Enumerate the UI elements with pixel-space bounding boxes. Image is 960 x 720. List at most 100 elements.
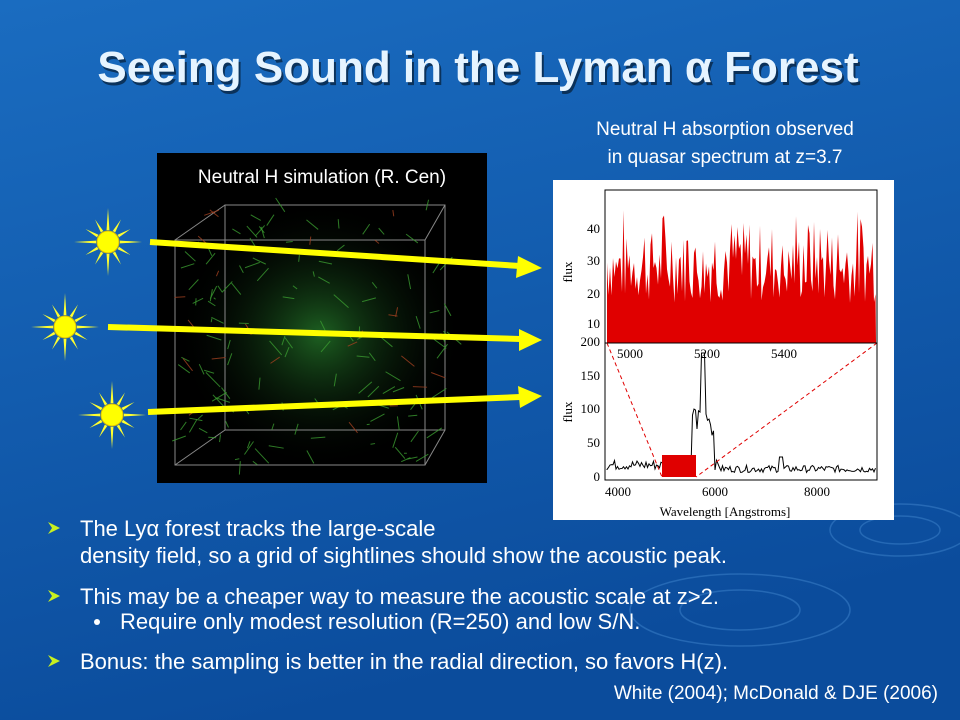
- sun-ray: [106, 208, 110, 231]
- filament: [211, 391, 227, 402]
- filament: [252, 460, 258, 466]
- filament: [256, 267, 269, 282]
- filament: [268, 445, 284, 449]
- simulation-cube: [174, 204, 446, 466]
- x-tick-label: 5200: [694, 346, 720, 361]
- filament: [244, 261, 260, 269]
- filament: [294, 423, 299, 435]
- filament: [392, 209, 395, 217]
- filament: [292, 285, 298, 290]
- filament: [217, 285, 223, 293]
- filament: [431, 337, 447, 349]
- filament: [213, 297, 216, 300]
- filament: [180, 263, 195, 269]
- arrow-heads: [516, 256, 542, 408]
- sub-bullet-text: Require only modest resolution (R=250) a…: [120, 609, 640, 634]
- filament: [205, 252, 216, 265]
- filament: [429, 310, 440, 314]
- sun-ray: [99, 424, 108, 438]
- sun-ray: [112, 219, 121, 233]
- filament: [306, 450, 315, 464]
- sun-ray: [85, 246, 99, 255]
- sightlines: [107, 239, 521, 415]
- x-tick-label: 5400: [771, 346, 797, 361]
- spectrum-caption: in quasar spectrum at z=3.7: [608, 147, 843, 168]
- sun-ray: [116, 392, 125, 406]
- filament: [333, 294, 349, 309]
- y-axis-label: flux: [560, 401, 575, 422]
- filament: [412, 386, 428, 388]
- filament: [348, 421, 358, 434]
- sun-ray: [78, 413, 101, 417]
- filament: [188, 418, 198, 433]
- filament: [209, 209, 219, 218]
- filament: [239, 265, 244, 274]
- filament: [356, 355, 370, 358]
- filament: [284, 337, 293, 349]
- filament: [361, 297, 376, 303]
- filament: [336, 244, 345, 252]
- filament: [298, 254, 300, 262]
- bullet-text: The Lyα forest tracks the large-scale: [80, 516, 436, 541]
- filament: [254, 448, 270, 464]
- bullet-marker: [48, 655, 60, 667]
- filament: [271, 423, 275, 431]
- filament: [204, 209, 219, 216]
- filament: [225, 421, 229, 428]
- sun-ray: [106, 253, 110, 276]
- filament: [234, 458, 240, 461]
- filament: [204, 369, 215, 374]
- spectrum-bottom-trace: [606, 352, 876, 474]
- spectrum-zoom-region: [662, 455, 696, 477]
- zoom-lines: [606, 342, 878, 478]
- sun-ray: [42, 314, 56, 323]
- filament: [205, 372, 221, 388]
- sun-ray: [42, 331, 56, 340]
- x-tick-label: 8000: [804, 484, 830, 499]
- y-tick-label: 40: [587, 221, 600, 236]
- sun-ray: [69, 304, 78, 318]
- sun-ray: [31, 325, 54, 329]
- y-tick-label: 50: [587, 435, 600, 450]
- filament: [188, 279, 199, 291]
- filament: [221, 387, 231, 399]
- sun-ray: [117, 246, 131, 255]
- filament: [269, 340, 283, 356]
- filament: [227, 353, 233, 366]
- filament: [192, 297, 204, 304]
- filament: [426, 427, 443, 439]
- filament: [180, 421, 187, 431]
- filament: [211, 357, 226, 360]
- filament: [232, 228, 241, 235]
- filament: [370, 443, 376, 445]
- filament: [410, 430, 419, 443]
- sun-core: [96, 230, 120, 254]
- filament: [415, 315, 421, 329]
- bullet-text: density field, so a grid of sightlines s…: [80, 543, 727, 568]
- y-tick-label: 0: [594, 469, 601, 484]
- filament: [238, 461, 241, 475]
- sun-ray: [63, 338, 67, 361]
- sun-ray: [69, 336, 78, 350]
- filament: [209, 289, 213, 302]
- filament: [431, 388, 447, 399]
- filament: [436, 343, 448, 359]
- filament: [208, 248, 213, 256]
- filament: [210, 318, 213, 323]
- filament: [254, 225, 266, 237]
- filament: [371, 281, 378, 289]
- filament: [306, 219, 319, 230]
- filament: [182, 358, 193, 372]
- filament: [374, 239, 380, 244]
- sun-ray: [85, 229, 99, 238]
- filament: [430, 372, 446, 379]
- sun-ray: [52, 336, 61, 350]
- filament: [281, 335, 286, 346]
- sun-ray: [112, 251, 121, 265]
- filament: [275, 197, 286, 213]
- filament: [174, 296, 186, 298]
- filament: [309, 236, 312, 245]
- filament: [252, 257, 267, 265]
